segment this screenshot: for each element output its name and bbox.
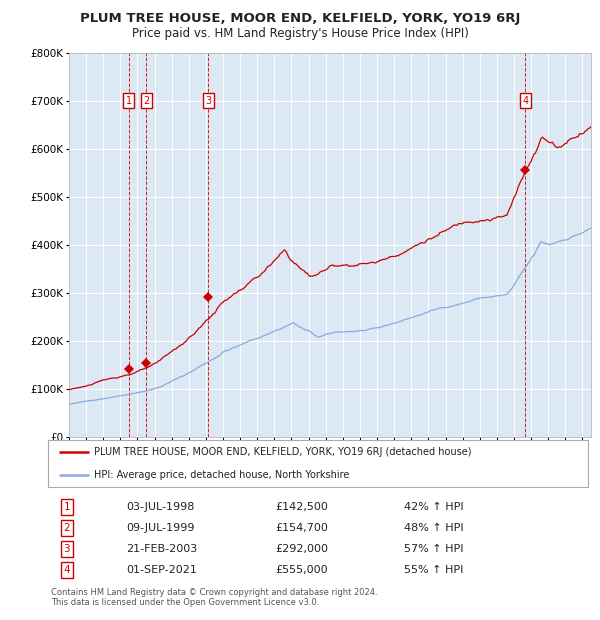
Text: Contains HM Land Registry data © Crown copyright and database right 2024.
This d: Contains HM Land Registry data © Crown c… (51, 588, 377, 607)
Text: 2: 2 (143, 95, 149, 106)
Text: 1: 1 (64, 502, 70, 512)
Text: PLUM TREE HOUSE, MOOR END, KELFIELD, YORK, YO19 6RJ (detached house): PLUM TREE HOUSE, MOOR END, KELFIELD, YOR… (94, 447, 472, 458)
Text: 48% ↑ HPI: 48% ↑ HPI (404, 523, 464, 533)
Text: 21-FEB-2003: 21-FEB-2003 (127, 544, 197, 554)
Text: 2: 2 (64, 523, 70, 533)
Text: £555,000: £555,000 (275, 565, 328, 575)
Text: 1: 1 (126, 95, 132, 106)
Text: 3: 3 (205, 95, 211, 106)
Text: PLUM TREE HOUSE, MOOR END, KELFIELD, YORK, YO19 6RJ: PLUM TREE HOUSE, MOOR END, KELFIELD, YOR… (80, 12, 520, 25)
Text: HPI: Average price, detached house, North Yorkshire: HPI: Average price, detached house, Nort… (94, 469, 349, 480)
Text: 09-JUL-1999: 09-JUL-1999 (127, 523, 195, 533)
Text: £142,500: £142,500 (275, 502, 328, 512)
Text: 4: 4 (523, 95, 529, 106)
Text: 01-SEP-2021: 01-SEP-2021 (127, 565, 197, 575)
Text: 3: 3 (64, 544, 70, 554)
Text: 4: 4 (64, 565, 70, 575)
Text: £292,000: £292,000 (275, 544, 328, 554)
Text: £154,700: £154,700 (275, 523, 328, 533)
Text: 57% ↑ HPI: 57% ↑ HPI (404, 544, 464, 554)
Text: 55% ↑ HPI: 55% ↑ HPI (404, 565, 464, 575)
Text: 03-JUL-1998: 03-JUL-1998 (127, 502, 194, 512)
Text: Price paid vs. HM Land Registry's House Price Index (HPI): Price paid vs. HM Land Registry's House … (131, 27, 469, 40)
Text: 42% ↑ HPI: 42% ↑ HPI (404, 502, 464, 512)
